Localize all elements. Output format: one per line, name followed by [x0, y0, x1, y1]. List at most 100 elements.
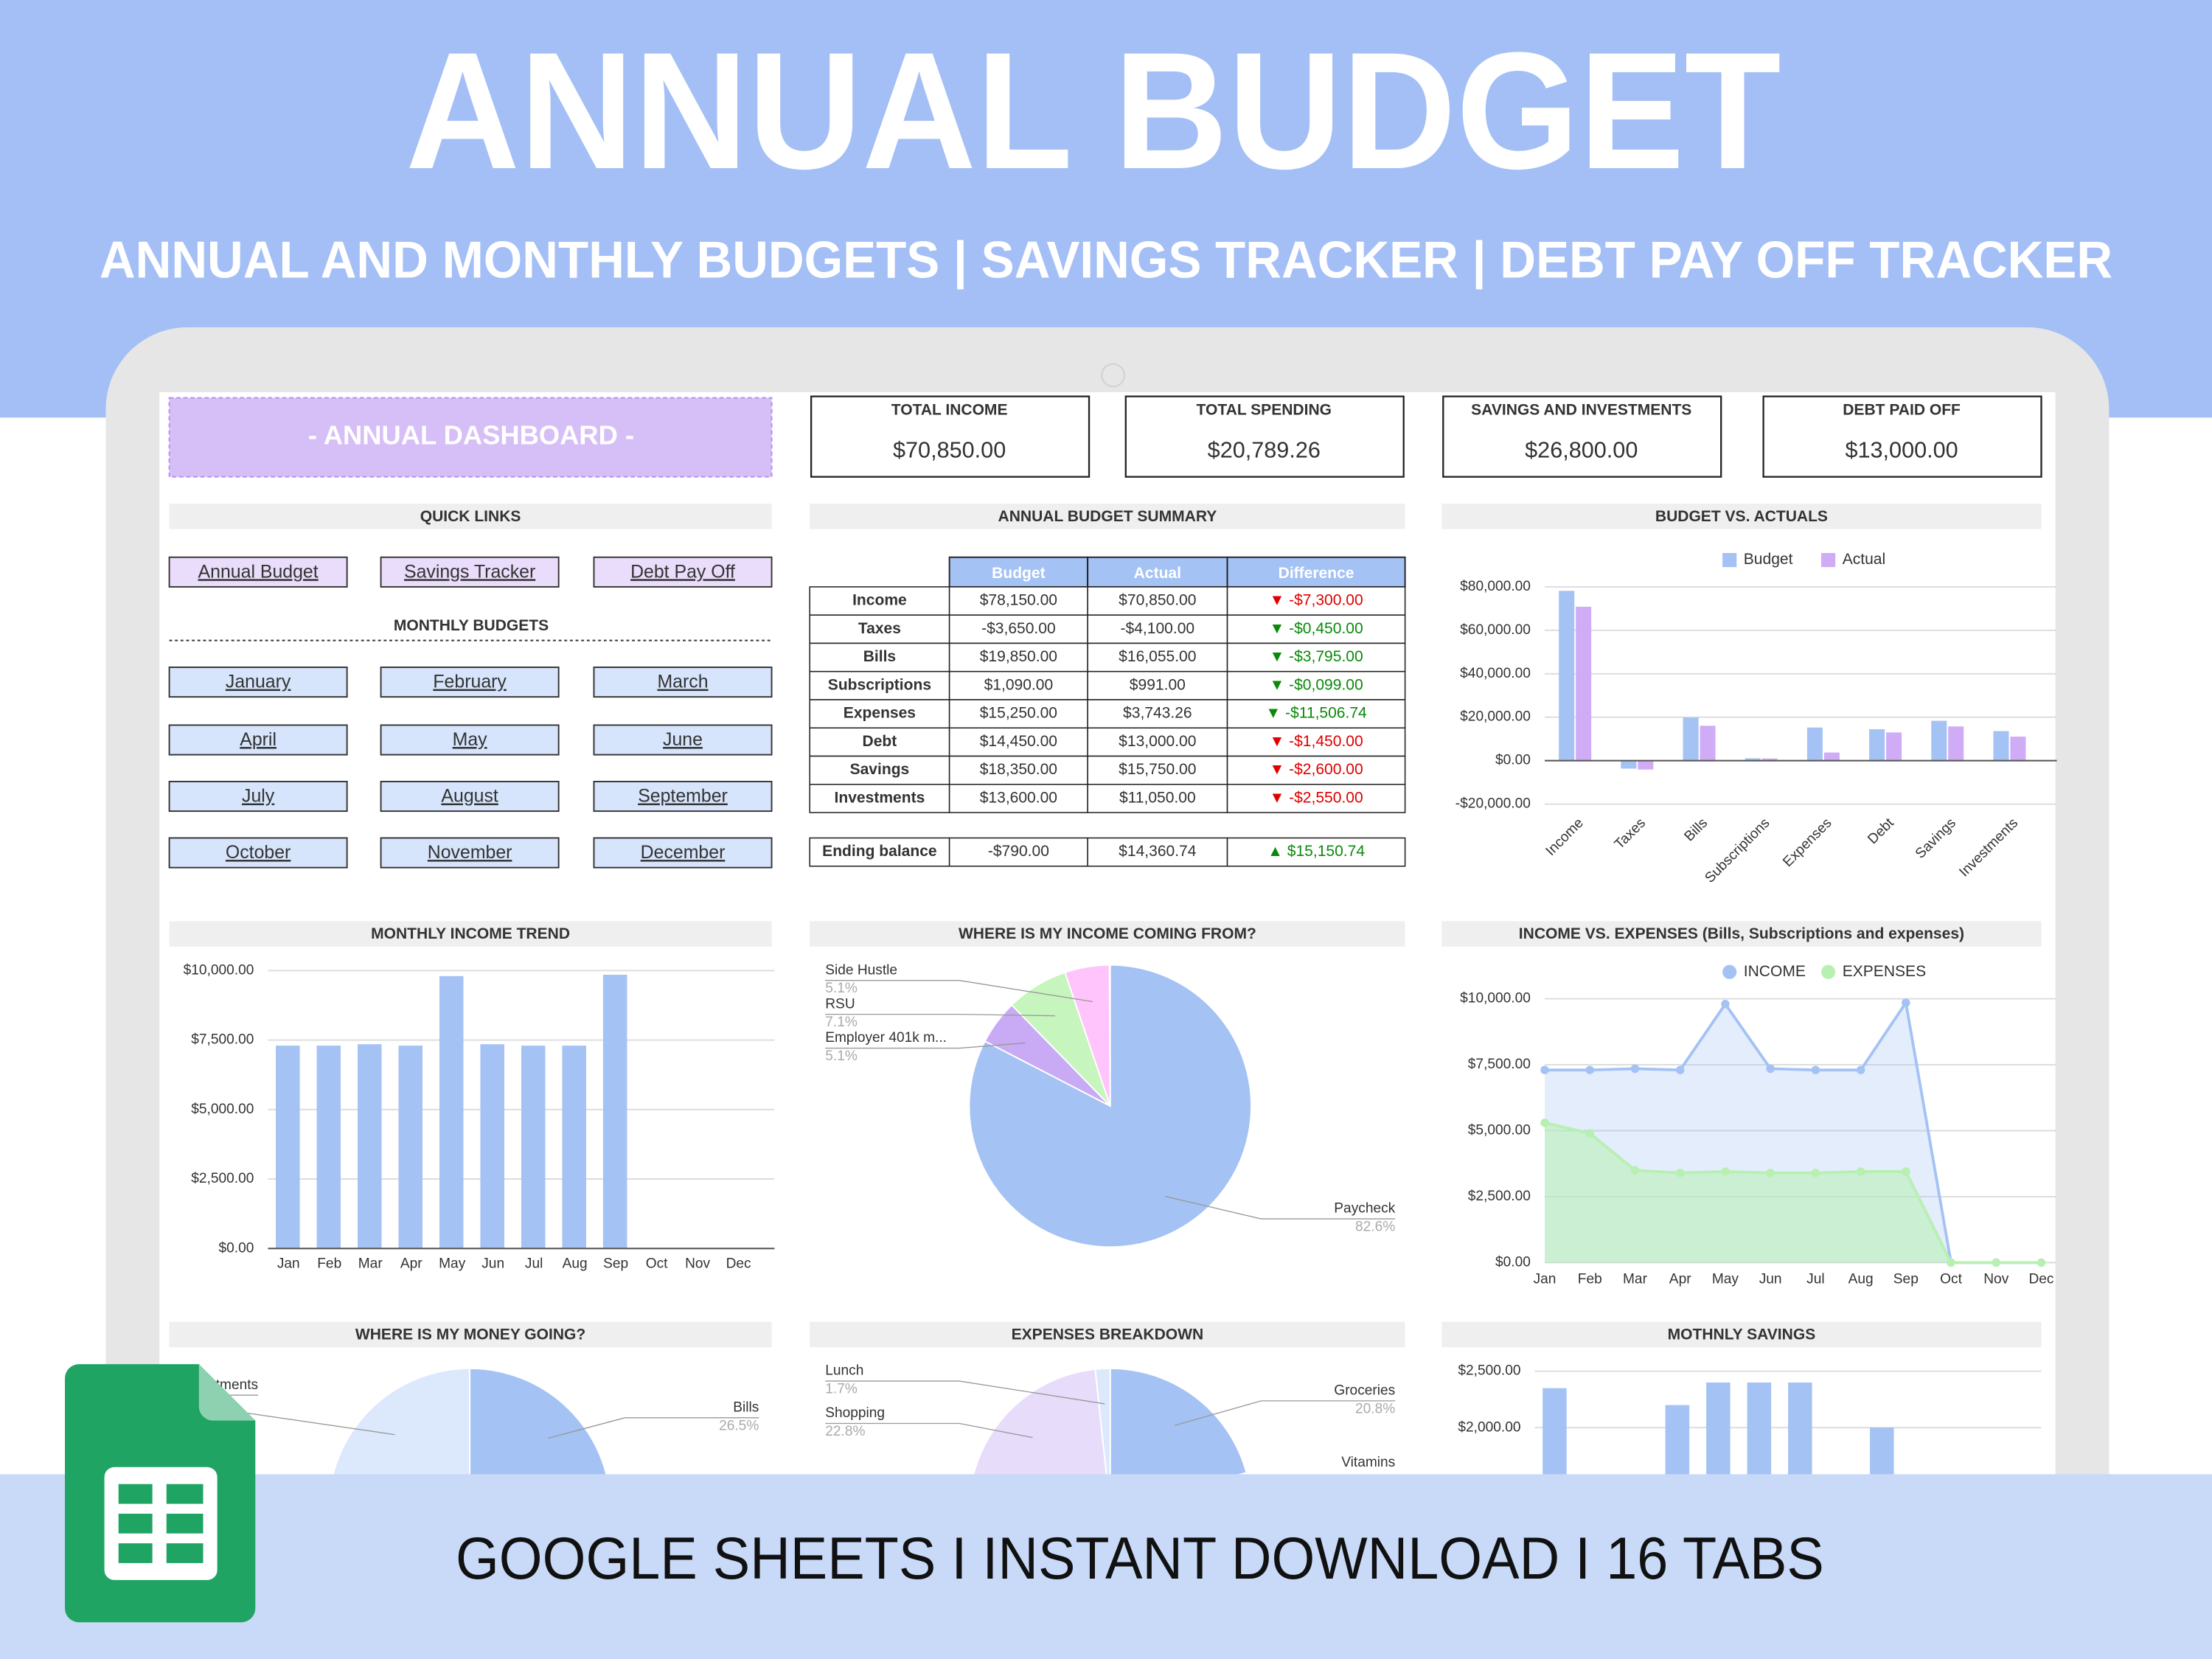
y-tick-label: $0.00 [1495, 753, 1531, 768]
section-header [1441, 921, 2042, 947]
data-point [1856, 1167, 1865, 1176]
bar [1700, 726, 1716, 761]
icon-cell [118, 1513, 153, 1534]
month-button[interactable] [593, 724, 773, 756]
table-cell [948, 586, 1088, 616]
y-tick-label: $20,000.00 [1460, 709, 1531, 725]
bar [1638, 760, 1654, 770]
bar [1745, 758, 1761, 761]
table-cell [1226, 586, 1406, 616]
table-cell [809, 699, 950, 729]
table-value: $13,600.00 [980, 789, 1057, 806]
bar [1621, 760, 1637, 769]
x-tick-label: Dec [726, 1256, 751, 1271]
table-cell [1087, 784, 1228, 813]
bar [480, 1044, 504, 1249]
month-button[interactable] [380, 667, 560, 698]
kpi-value: $26,800.00 [1525, 437, 1638, 462]
table-cell [1226, 642, 1406, 672]
table-cell [1226, 784, 1406, 813]
bar [398, 1046, 423, 1249]
kpi-value: $70,850.00 [893, 437, 1006, 462]
section-title: EXPENSES BREAKDOWN [1012, 1326, 1204, 1343]
table-value: ▼ -$1,450.00 [1269, 733, 1363, 750]
bar [562, 1046, 586, 1249]
kpi-box [810, 395, 1091, 478]
legend-label: Actual [1843, 551, 1885, 568]
x-tick-label: Dec [2028, 1271, 2053, 1287]
table-cell [1087, 837, 1228, 867]
table-cell [948, 784, 1088, 813]
month-button[interactable] [380, 724, 560, 756]
table-header-cell [948, 556, 1089, 588]
x-tick-label: Mar [358, 1256, 383, 1271]
page-subtitle: ANNUAL AND MONTHLY BUDGETS | SAVINGS TRA… [100, 231, 2112, 289]
bar [316, 1046, 341, 1249]
table-value: $19,850.00 [980, 648, 1057, 665]
x-tick-label: Jun [1759, 1271, 1782, 1287]
y-tick-label: $2,500.00 [191, 1171, 254, 1186]
quick-link-button[interactable] [380, 556, 560, 588]
slice-label: Vitamins [1341, 1455, 1395, 1470]
bar [1683, 717, 1699, 761]
month-button[interactable] [593, 667, 773, 698]
x-tick-label: Apr [1669, 1271, 1691, 1287]
table-value: $18,350.00 [980, 761, 1057, 778]
month-button[interactable] [593, 780, 773, 813]
section-header [169, 1321, 772, 1348]
month-button[interactable] [168, 780, 348, 813]
month-button[interactable] [168, 837, 348, 869]
month-button[interactable] [168, 724, 348, 756]
sheets-icon [65, 1364, 256, 1623]
kpi-box [1762, 395, 2042, 478]
month-link: August [441, 786, 498, 807]
quick-link-button[interactable] [168, 556, 348, 588]
x-tick-label: Feb [317, 1256, 341, 1271]
y-tick-label: $10,000.00 [1460, 991, 1531, 1006]
x-tick-label: Feb [1578, 1271, 1602, 1287]
month-button[interactable] [593, 837, 773, 869]
bar [358, 1044, 382, 1249]
y-tick-label: $40,000.00 [1460, 666, 1531, 681]
data-point [1630, 1064, 1640, 1074]
legend-label: INCOME [1744, 963, 1806, 980]
table-cell [1087, 727, 1228, 757]
table-value: $16,055.00 [1119, 648, 1196, 665]
dashboard-content: TOTAL INCOME $70,850.00 TOTAL SPENDING $20,… [124, 395, 2057, 1655]
section-title: INCOME VS. EXPENSES (Bills, Subscription… [1519, 925, 1964, 942]
slice-value-label: 7.1% [825, 1015, 858, 1030]
table-value: -$3,650.00 [981, 620, 1056, 637]
icon-cell [118, 1484, 153, 1504]
legend-swatch [1821, 964, 1836, 979]
month-link: October [226, 842, 291, 863]
slice-label: Bills [733, 1399, 759, 1415]
leader-line [1165, 1195, 1262, 1220]
table-value: ▼ -$11,506.74 [1265, 705, 1367, 722]
page-title: ANNUAL BUDGET [406, 18, 1781, 204]
table-cell [1226, 699, 1406, 729]
row-label: Expenses [844, 705, 916, 722]
bar [1576, 606, 1592, 761]
slice-value-label: 5.1% [825, 981, 858, 996]
table-value: -$790.00 [988, 843, 1049, 860]
kpi-label: SAVINGS AND INVESTMENTS [1471, 401, 1691, 418]
month-button[interactable] [380, 780, 560, 813]
y-tick-label: -$20,000.00 [1455, 796, 1531, 812]
table-cell [1226, 837, 1406, 867]
table-value: $3,743.26 [1123, 705, 1192, 722]
table-value: $15,750.00 [1119, 761, 1196, 778]
kpi-box [1124, 395, 1405, 478]
x-tick-label: Jul [525, 1256, 543, 1271]
bar [1931, 720, 1947, 761]
section-header [810, 504, 1405, 529]
section-header [810, 921, 1405, 947]
table-value: ▼ -$0,099.00 [1269, 676, 1363, 693]
bar [1823, 752, 1840, 761]
quick-link-button[interactable] [593, 556, 773, 588]
month-button[interactable] [168, 667, 348, 698]
x-tick-label: May [439, 1256, 466, 1271]
x-tick-label: Jul [1806, 1271, 1824, 1287]
table-cell [809, 586, 950, 616]
x-tick-label: Nov [685, 1256, 710, 1271]
month-button[interactable] [380, 837, 560, 869]
